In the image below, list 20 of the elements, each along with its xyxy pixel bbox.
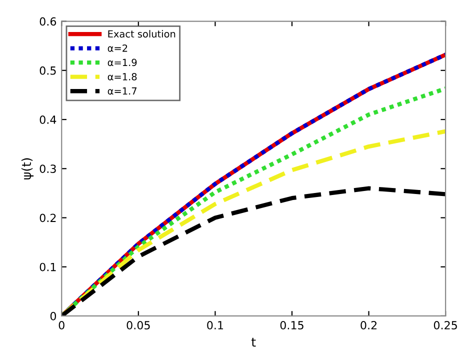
y-tick-label: 0.2 bbox=[40, 214, 56, 222]
legend-label: α=2 bbox=[108, 44, 128, 52]
y-tick-label: 0 bbox=[50, 312, 56, 320]
x-tick-label: 0 bbox=[58, 321, 64, 330]
legend-label: α=1.9 bbox=[108, 58, 137, 66]
x-tick-label: 0.1 bbox=[207, 321, 224, 330]
y-tick-label: 0.5 bbox=[40, 66, 56, 75]
x-tick-label: 0.2 bbox=[360, 321, 376, 330]
y-tick-label: 0.4 bbox=[40, 115, 56, 124]
y-tick-label: 0.3 bbox=[40, 164, 56, 174]
x-tick-label: 0.15 bbox=[280, 321, 304, 330]
y-tick-label: 0.6 bbox=[40, 17, 56, 26]
legend-label: Exact solution bbox=[108, 30, 176, 38]
x-tick-label: 0.25 bbox=[434, 321, 457, 330]
x-axis-title: t bbox=[251, 338, 256, 347]
y-tick-label: 0.1 bbox=[40, 262, 56, 272]
legend-label: α=1.7 bbox=[108, 87, 136, 95]
x-tick-label: 0.05 bbox=[126, 321, 150, 330]
y-axis-title: ψ(t) bbox=[21, 158, 34, 180]
legend-label: α=1.8 bbox=[108, 73, 137, 80]
